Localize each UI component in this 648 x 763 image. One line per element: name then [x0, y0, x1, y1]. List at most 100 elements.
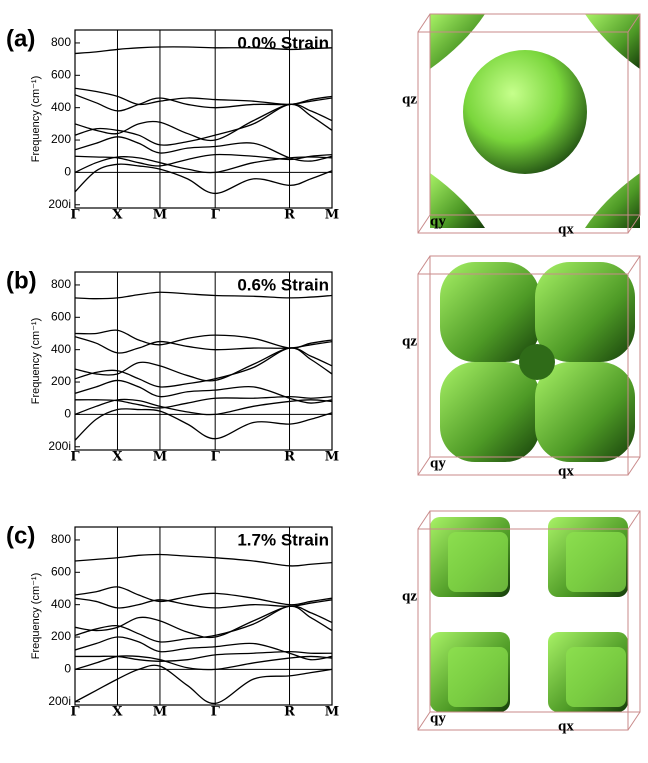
box-edge — [417, 711, 431, 731]
y-tick-label: 600 — [51, 309, 71, 323]
fermi-cube-face — [566, 647, 626, 707]
strain-annotation: 1.7% Strain — [237, 530, 329, 549]
phonon-band — [75, 87, 332, 106]
phonon-band — [75, 347, 332, 382]
isosurface: qz qy qx — [402, 255, 641, 479]
corner-pocket — [585, 14, 640, 69]
y-tick-label: 200i — [48, 197, 71, 211]
fermi-cube-face — [566, 532, 626, 592]
phonon-band — [75, 597, 332, 609]
x-tick-label: Γ — [70, 208, 80, 223]
plot-frame — [74, 29, 333, 209]
phonon-band — [75, 664, 332, 705]
y-tick-label: 200 — [51, 132, 71, 146]
box-front — [429, 510, 641, 713]
phonon-band — [75, 291, 332, 300]
plot-frame — [74, 271, 333, 451]
phonon-band — [75, 156, 332, 174]
y-tick-label: 600 — [51, 67, 71, 81]
phonon-band — [75, 605, 332, 639]
qx-label: qx — [558, 463, 574, 479]
fermi-cube-face — [448, 532, 508, 592]
phonon-band — [75, 103, 332, 146]
phonon-band — [75, 408, 332, 441]
box-edge — [627, 456, 641, 476]
x-tick-label: M — [325, 208, 339, 223]
box-edge — [417, 13, 431, 33]
qy-label: qy — [430, 710, 446, 726]
strain-annotation: 0.0% Strain — [237, 33, 329, 52]
x-tick-label: Γ — [211, 705, 221, 720]
qy-label: qy — [430, 455, 446, 471]
y-tick-label: 0 — [64, 407, 71, 421]
isosurface: qz qy qx — [402, 510, 641, 734]
qz-label: qz — [402, 588, 417, 604]
fermi-blob — [535, 362, 635, 462]
x-tick-label: Γ — [70, 450, 80, 465]
phonon-band — [75, 605, 332, 643]
x-tick-label: X — [112, 705, 123, 720]
strain-annotation: 0.6% Strain — [237, 275, 329, 294]
plot-frame — [74, 526, 333, 706]
box-front — [429, 255, 641, 458]
qy-label: qy — [430, 213, 446, 229]
x-tick-label: M — [153, 705, 167, 720]
box-edge — [627, 510, 641, 530]
phonon-band — [75, 153, 332, 167]
y-tick-label: 800 — [51, 277, 71, 291]
phonon-band — [75, 398, 332, 416]
panel-label: (b) — [6, 267, 37, 294]
x-tick-label: X — [112, 208, 123, 223]
y-axis-label: Frequency (cm⁻¹) — [30, 76, 42, 163]
phonon-band — [75, 636, 332, 661]
box-edge — [627, 255, 641, 275]
y-tick-label: 0 — [64, 165, 71, 179]
x-tick-label: R — [284, 450, 295, 465]
x-tick-label: M — [153, 208, 167, 223]
phonon-band — [75, 650, 332, 662]
y-tick-label: 200 — [51, 374, 71, 388]
phonon-band — [75, 655, 332, 671]
fermi-blob — [440, 262, 540, 362]
x-tick-label: Γ — [70, 705, 80, 720]
corner-pocket — [430, 14, 485, 69]
neck — [519, 344, 555, 380]
x-tick-label: R — [284, 705, 295, 720]
box-edge — [627, 711, 641, 731]
box-edge — [417, 456, 431, 476]
box-edge — [417, 255, 431, 275]
box-edge — [417, 510, 431, 530]
box-edge — [417, 214, 431, 234]
x-tick-label: Γ — [211, 208, 221, 223]
phonon-band — [75, 553, 332, 567]
fermi-blob — [535, 262, 635, 362]
phonon-band — [75, 347, 332, 388]
box-edge — [627, 214, 641, 234]
fermi-blob — [440, 362, 540, 462]
fermi-cube-face — [448, 647, 508, 707]
panel-label: (c) — [6, 522, 35, 549]
y-tick-label: 800 — [51, 35, 71, 49]
qz-label: qz — [402, 333, 417, 349]
y-tick-label: 200i — [48, 439, 71, 453]
box-back — [417, 31, 629, 234]
box-back — [417, 528, 629, 731]
qx-label: qx — [558, 718, 574, 734]
corner-pocket — [430, 173, 485, 228]
isosurface: qz qy qx — [402, 13, 641, 237]
phonon-band — [75, 136, 332, 162]
y-tick-label: 400 — [51, 342, 71, 356]
x-tick-label: M — [153, 450, 167, 465]
phonon-band — [75, 94, 332, 112]
phonon-band — [75, 163, 332, 195]
y-tick-label: 0 — [64, 662, 71, 676]
panel-label: (a) — [6, 25, 35, 52]
box-edge — [627, 13, 641, 33]
qz-label: qz — [402, 91, 417, 107]
y-axis-label: Frequency (cm⁻¹) — [30, 318, 42, 405]
phonon-band — [75, 329, 332, 349]
phonon-band — [75, 103, 332, 142]
phonon-band — [75, 46, 332, 55]
fermi-sphere — [463, 50, 587, 174]
